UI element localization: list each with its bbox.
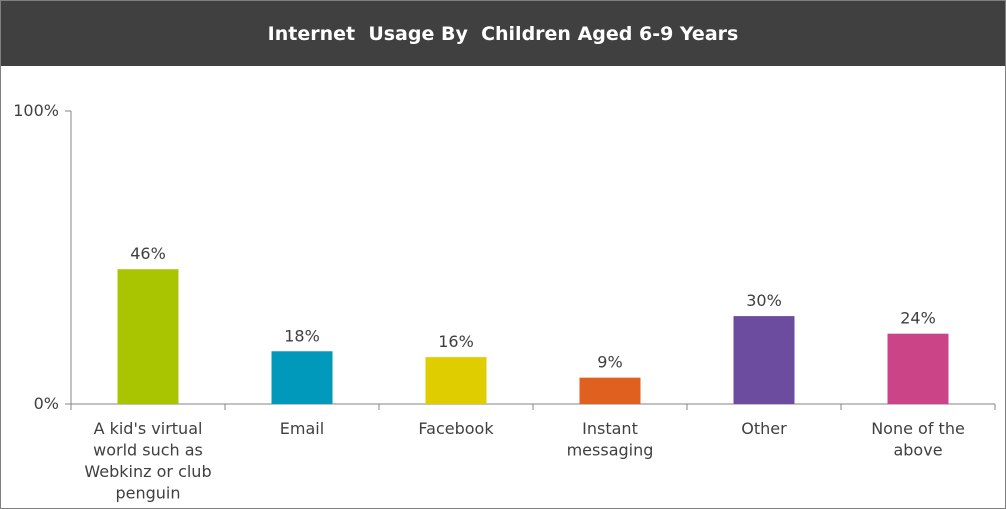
chart-title: Internet Usage By Children Aged 6-9 Year… <box>1 1 1005 66</box>
y-tick-label: 0% <box>34 394 59 413</box>
bar <box>579 377 641 404</box>
data-label: 30% <box>746 291 782 310</box>
category-label: Instant messaging <box>567 419 654 460</box>
data-label: 9% <box>597 353 622 372</box>
category-label: None of the above <box>871 419 965 460</box>
data-label: 46% <box>130 244 166 263</box>
y-tick-label: 100% <box>13 101 59 120</box>
data-label: 16% <box>438 332 474 351</box>
category-label: Email <box>280 419 324 438</box>
bar-chart: 0% 100% 46% A kid's virtual world such as Web… <box>13 101 996 503</box>
bar <box>425 357 487 404</box>
category-label: Other <box>741 419 787 438</box>
bar <box>117 269 179 404</box>
data-label: 18% <box>284 326 320 345</box>
bar <box>271 351 333 404</box>
data-label: 24% <box>900 309 936 328</box>
bar <box>887 333 949 404</box>
category-label: Facebook <box>418 419 494 438</box>
bar <box>733 316 795 404</box>
category-label: A kid's virtual world such as Webkinz or c… <box>84 419 211 503</box>
